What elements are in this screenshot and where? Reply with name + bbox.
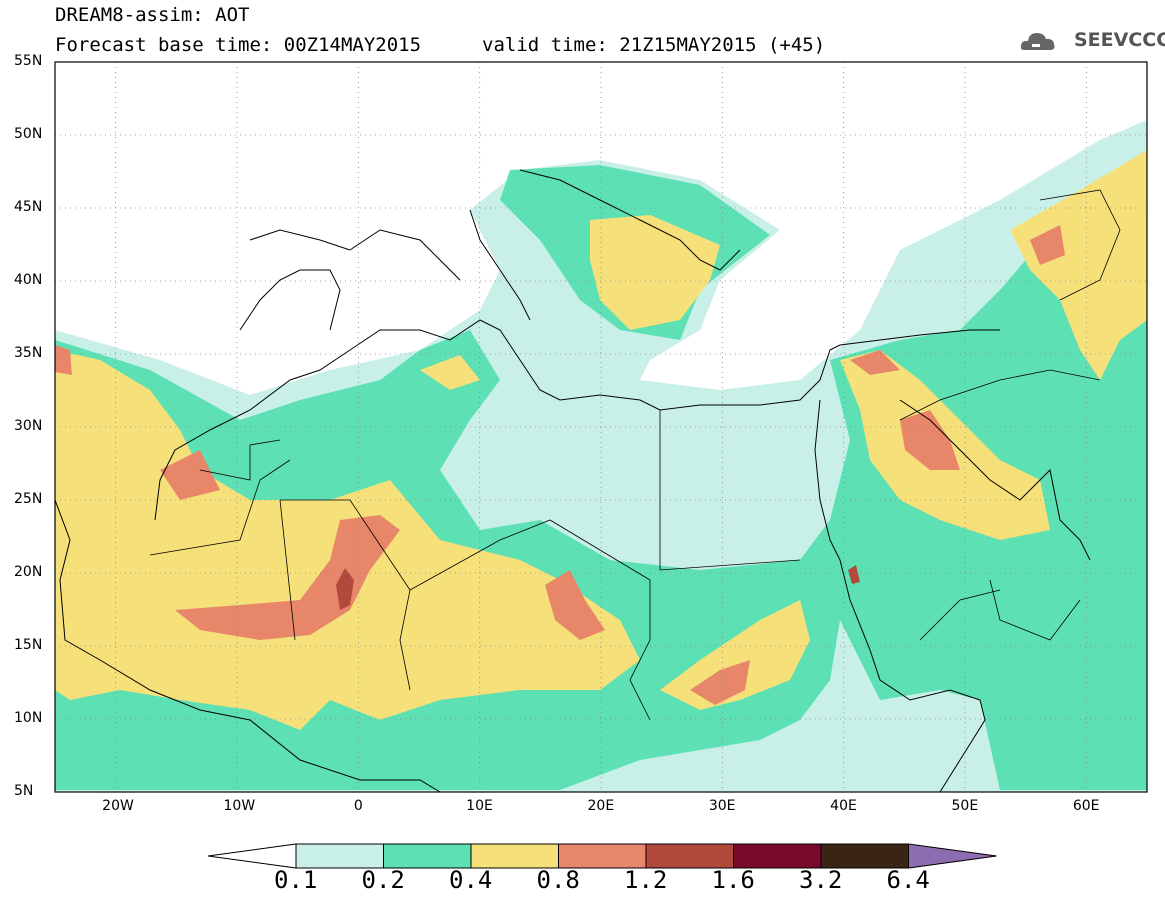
grid-lines [55,62,1147,792]
colorbar-box [383,843,472,869]
colorbar-label: 3.2 [799,866,843,894]
lat-tick-label: 5N [14,783,34,799]
map-frame [54,61,1148,793]
forecast-base-time: Forecast base time: 00Z14MAY2015 [55,34,422,56]
colorbar [207,843,997,869]
colorbar-label: 6.4 [886,866,930,894]
lon-tick-label: 10W [223,798,256,814]
colorbar-label: 1.2 [624,866,668,894]
colorbar-box [820,843,909,869]
lon-tick-label: 10E [466,798,493,814]
lon-tick-label: 20W [102,798,134,814]
lat-tick-label: 40N [14,272,43,288]
lat-tick-label: 15N [14,637,43,653]
colorbar-label: 1.6 [711,866,755,894]
lat-tick-label: 55N [14,53,43,69]
colorbar-label: 0.4 [449,866,493,894]
coastlines [54,169,1091,793]
valid-time: valid time: 21Z15MAY2015 (+45) [482,34,826,56]
colorbar-box [645,843,734,869]
lat-tick-label: 45N [14,199,43,215]
colorbar-box [470,843,559,869]
lat-tick-label: 10N [14,710,43,726]
colorbar-box [733,843,822,869]
colorbar-left-arrow [207,843,297,869]
lat-tick-label: 20N [14,564,43,580]
lon-tick-label: 40E [830,798,857,814]
colorbar-box [558,843,647,869]
lat-tick-label: 25N [14,491,43,507]
lon-tick-label: 50E [951,798,979,814]
map-title: DREAM8-assim: AOT [55,4,250,26]
cloud-icon [1020,33,1055,50]
lat-tick-label: 35N [14,345,43,361]
lon-tick-label: 30E [708,798,736,814]
lat-tick-label: 50N [14,126,43,142]
logo-text: SEEVCCC [1074,29,1165,51]
country-borders [149,189,1121,721]
colorbar-label: 0.8 [536,866,580,894]
colorbar-label: 0.2 [361,866,405,894]
colorbar-right-arrow [908,843,997,869]
lat-tick-label: 30N [14,418,43,434]
colorbar-box [295,843,384,869]
lon-tick-label: 60E [1072,798,1100,814]
lon-tick-label: 0 [353,798,363,814]
colorbar-label: 0.1 [274,866,318,894]
lon-tick-label: 20E [587,798,615,814]
